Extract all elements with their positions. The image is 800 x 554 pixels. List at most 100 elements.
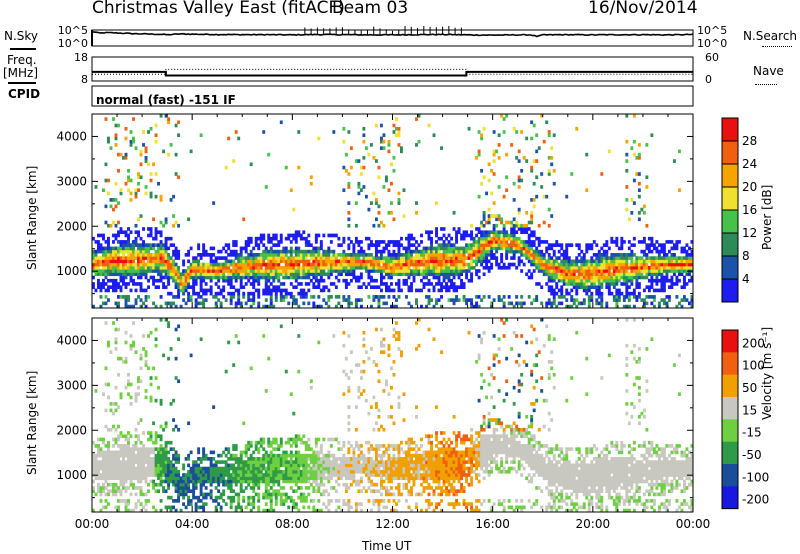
- velocity-cell: [292, 463, 296, 468]
- velocity-cell: [244, 466, 248, 471]
- power-cell: [217, 249, 221, 254]
- power-cell: [600, 269, 604, 273]
- power-cell: [595, 253, 599, 257]
- power-cell: [500, 253, 504, 257]
- power-cell: [665, 301, 669, 306]
- velocity-cell: [237, 499, 241, 503]
- power-cell: [527, 240, 531, 244]
- power-cell: [612, 259, 616, 264]
- power-cell: [492, 152, 496, 157]
- power-cell: [242, 265, 246, 270]
- power-cell: [214, 272, 218, 277]
- velocity-cell: [314, 508, 318, 513]
- power-cell: [124, 285, 128, 289]
- power-cell: [94, 265, 98, 270]
- power-cell: [217, 275, 221, 280]
- velocity-cell: [294, 489, 298, 493]
- velocity-cell: [129, 347, 133, 351]
- power-cell: [132, 136, 135, 141]
- power-cell: [254, 269, 258, 273]
- power-cell: [279, 265, 283, 270]
- velocity-cell: [142, 447, 145, 451]
- power-cell: [154, 139, 158, 144]
- power-cell: [347, 172, 351, 176]
- power-cell: [395, 282, 398, 286]
- velocity-cell: [152, 505, 156, 510]
- velocity-cell: [314, 466, 318, 471]
- power-cell: [389, 256, 393, 260]
- power-cell: [480, 233, 484, 238]
- power-cell: [224, 278, 228, 283]
- power-cell: [327, 265, 331, 270]
- power-cell: [585, 288, 589, 293]
- power-cell: [192, 259, 196, 264]
- power-cell: [605, 253, 609, 257]
- velocity-cell: [154, 453, 158, 458]
- velocity-cell: [274, 457, 278, 461]
- power-cell: [652, 243, 656, 247]
- power-cell: [450, 249, 453, 254]
- power-cell: [152, 259, 156, 264]
- power-cell: [567, 278, 571, 283]
- power-cell: [550, 275, 554, 280]
- power-cell: [547, 298, 551, 302]
- velocity-cell: [99, 460, 103, 464]
- power-cell: [359, 188, 363, 192]
- power-cell: [162, 282, 166, 286]
- power-cell: [177, 120, 181, 125]
- velocity-cell: [132, 463, 135, 468]
- power-cell: [550, 278, 554, 283]
- power-cell: [585, 265, 589, 270]
- velocity-cell: [244, 453, 248, 458]
- power-cell: [249, 298, 253, 302]
- power-cell: [462, 298, 466, 302]
- power-cell: [299, 288, 303, 293]
- power-cell: [455, 249, 459, 254]
- velocity-cell: [272, 460, 276, 464]
- power-cell: [117, 301, 120, 306]
- power-cell: [632, 253, 636, 257]
- velocity-cell: [259, 469, 263, 474]
- power-cell: [485, 230, 489, 235]
- power-cell: [312, 269, 316, 273]
- power-cell: [652, 269, 656, 273]
- velocity-cell: [204, 502, 208, 506]
- power-cell: [209, 291, 213, 296]
- power-cell: [287, 265, 291, 270]
- power-cell: [172, 265, 176, 270]
- power-cell: [655, 240, 659, 244]
- velocity-cell: [304, 473, 308, 477]
- velocity-cell: [102, 450, 105, 455]
- power-cell: [294, 301, 298, 306]
- power-cell: [555, 243, 559, 247]
- power-cell: [492, 172, 496, 176]
- power-cell: [470, 278, 474, 283]
- velocity-cell: [249, 444, 253, 448]
- power-cell: [357, 191, 361, 196]
- power-cell: [520, 223, 524, 228]
- power-cell: [560, 265, 564, 270]
- power-cell: [412, 249, 416, 254]
- power-cell: [445, 253, 448, 257]
- velocity-cell: [254, 447, 258, 451]
- power-cell: [119, 240, 123, 244]
- power-cell: [107, 259, 110, 264]
- power-cell: [502, 130, 506, 134]
- power-cell: [92, 262, 95, 267]
- power-cell: [257, 259, 261, 264]
- velocity-cell: [304, 440, 308, 445]
- power-cell: [645, 175, 649, 180]
- power-cell: [284, 291, 288, 296]
- power-cell: [264, 246, 268, 251]
- power-cell: [182, 269, 186, 273]
- velocity-cell: [164, 444, 168, 448]
- power-cell: [139, 256, 143, 260]
- velocity-cell: [107, 489, 110, 493]
- power-cell: [382, 256, 386, 260]
- power-cell: [124, 272, 128, 277]
- power-cell: [487, 220, 491, 225]
- power-cell: [102, 285, 105, 289]
- power-cell: [540, 262, 544, 267]
- power-cell: [515, 156, 519, 160]
- power-cell: [400, 259, 403, 264]
